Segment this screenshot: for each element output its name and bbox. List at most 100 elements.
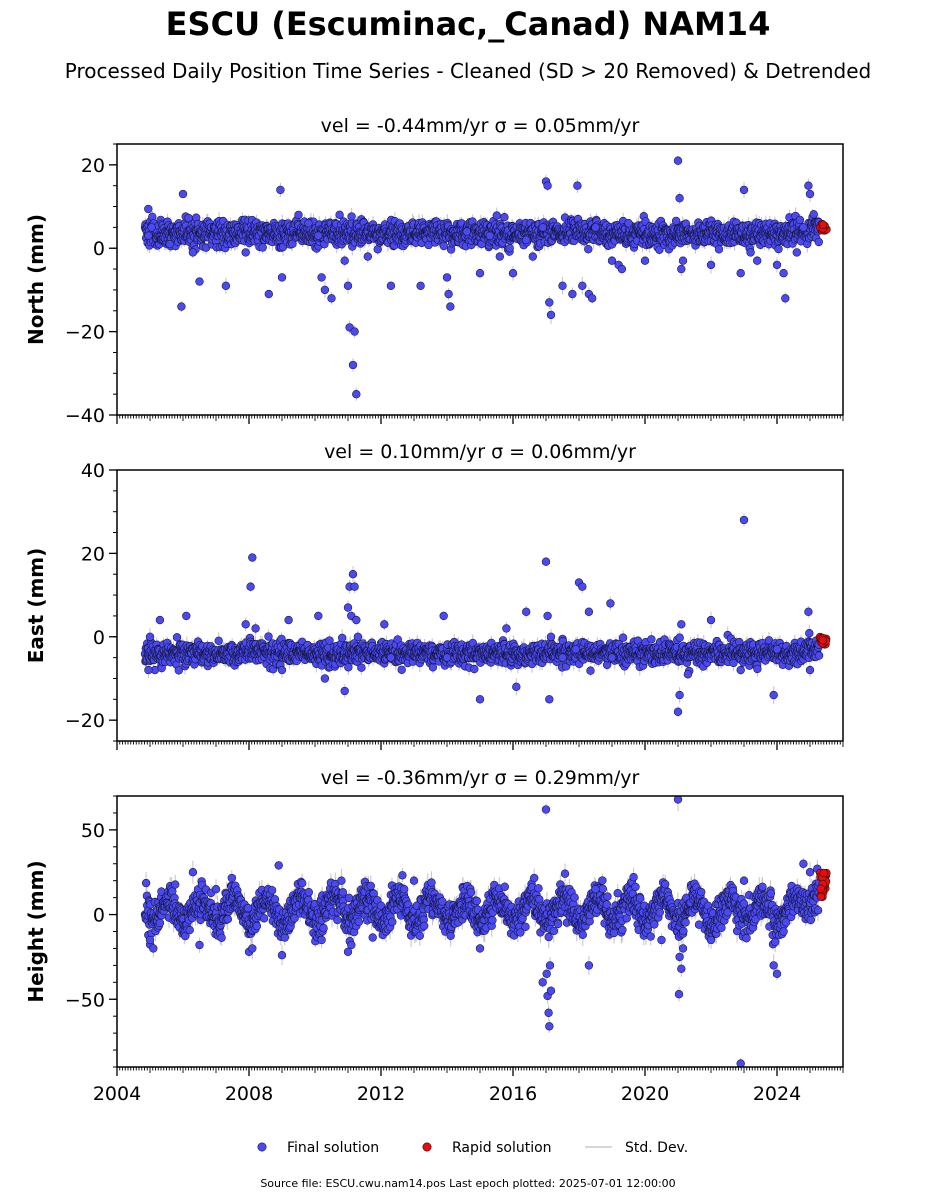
final-point — [543, 181, 552, 190]
y-tick-label: −40 — [65, 405, 105, 427]
final-solution-points — [140, 156, 824, 399]
rapid-solution-points — [816, 220, 831, 235]
final-point — [373, 245, 382, 254]
final-point — [671, 216, 681, 226]
final-point — [264, 632, 273, 641]
final-point — [284, 615, 293, 625]
final-point — [320, 674, 330, 683]
final-point — [144, 231, 153, 240]
final-point — [217, 933, 226, 942]
final-point — [280, 933, 289, 942]
final-point — [325, 636, 334, 645]
final-point — [174, 666, 183, 675]
y-tick-label: 0 — [93, 627, 105, 649]
final-point — [545, 695, 554, 704]
final-point — [246, 582, 255, 591]
final-point — [753, 256, 762, 265]
final-point — [591, 223, 600, 232]
final-point — [772, 260, 782, 270]
final-point — [155, 615, 165, 625]
final-point — [736, 665, 745, 675]
final-point — [588, 294, 597, 303]
final-point — [492, 211, 501, 220]
final-point — [568, 289, 577, 299]
final-point — [177, 302, 186, 311]
final-point — [805, 629, 814, 638]
final-point — [578, 281, 587, 290]
final-point — [606, 599, 615, 608]
final-point — [348, 570, 358, 579]
final-point — [462, 227, 471, 236]
final-point — [543, 611, 552, 621]
final-point — [248, 553, 257, 562]
final-point — [792, 248, 801, 257]
final-point — [357, 663, 366, 672]
final-point — [352, 390, 361, 399]
chart-subtitle: Processed Daily Position Time Series - C… — [65, 59, 871, 83]
final-point — [276, 185, 285, 195]
final-point — [647, 635, 656, 644]
final-point — [814, 651, 824, 660]
final-point — [673, 156, 683, 165]
final-point — [214, 636, 223, 645]
final-point — [350, 582, 359, 591]
final-point — [348, 360, 358, 370]
final-point — [442, 653, 452, 662]
plot-area-2 — [140, 513, 831, 718]
final-point — [683, 670, 693, 679]
final-point — [753, 664, 762, 674]
final-point — [584, 245, 593, 254]
final-point — [736, 269, 745, 278]
y-tick-label: −20 — [65, 322, 105, 344]
final-point — [259, 914, 269, 923]
final-point — [586, 666, 595, 675]
panels: −40 −20 0 20 vel = -0.44mm/yr σ = 0.05mm/yr N… — [24, 115, 844, 1105]
final-point — [298, 879, 307, 888]
final-point — [805, 665, 815, 675]
final-point — [675, 690, 684, 700]
final-point — [188, 248, 198, 257]
final-point — [578, 582, 587, 591]
rapid-point — [818, 220, 828, 229]
final-point — [795, 215, 805, 225]
y-tick-label: 20 — [81, 155, 105, 177]
final-point — [340, 256, 349, 265]
final-point — [739, 185, 749, 195]
final-point — [317, 273, 326, 282]
final-point — [221, 281, 231, 290]
final-point — [571, 645, 580, 654]
final-point — [655, 245, 664, 254]
std-dev-bars — [144, 155, 820, 401]
final-point — [772, 645, 782, 654]
final-point — [673, 707, 683, 716]
final-point — [386, 281, 396, 290]
y-tick-label: 40 — [81, 460, 105, 482]
final-point — [500, 213, 509, 222]
final-point — [165, 239, 174, 249]
final-point — [319, 924, 328, 933]
final-point — [475, 695, 485, 704]
final-point — [340, 686, 349, 696]
final-point — [338, 633, 347, 643]
final-point — [739, 515, 749, 525]
final-point — [314, 231, 323, 240]
final-point — [714, 245, 724, 254]
final-point — [227, 873, 236, 883]
final-point — [769, 690, 778, 700]
final-point — [799, 223, 808, 232]
y-tick-label: 0 — [93, 238, 105, 260]
final-point — [241, 248, 250, 257]
final-point — [294, 210, 303, 220]
final-point — [439, 241, 448, 251]
final-point — [538, 223, 547, 232]
final-point — [624, 219, 633, 228]
final-point — [675, 194, 684, 203]
final-point — [320, 285, 330, 295]
y-axis-label: East (mm) — [24, 548, 48, 664]
final-point — [607, 256, 617, 265]
final-point — [144, 204, 153, 214]
chart-title: ESCU (Escuminac,_Canad) NAM14 — [166, 5, 771, 43]
final-point — [584, 607, 594, 616]
final-point — [185, 925, 194, 935]
final-point — [251, 624, 260, 633]
